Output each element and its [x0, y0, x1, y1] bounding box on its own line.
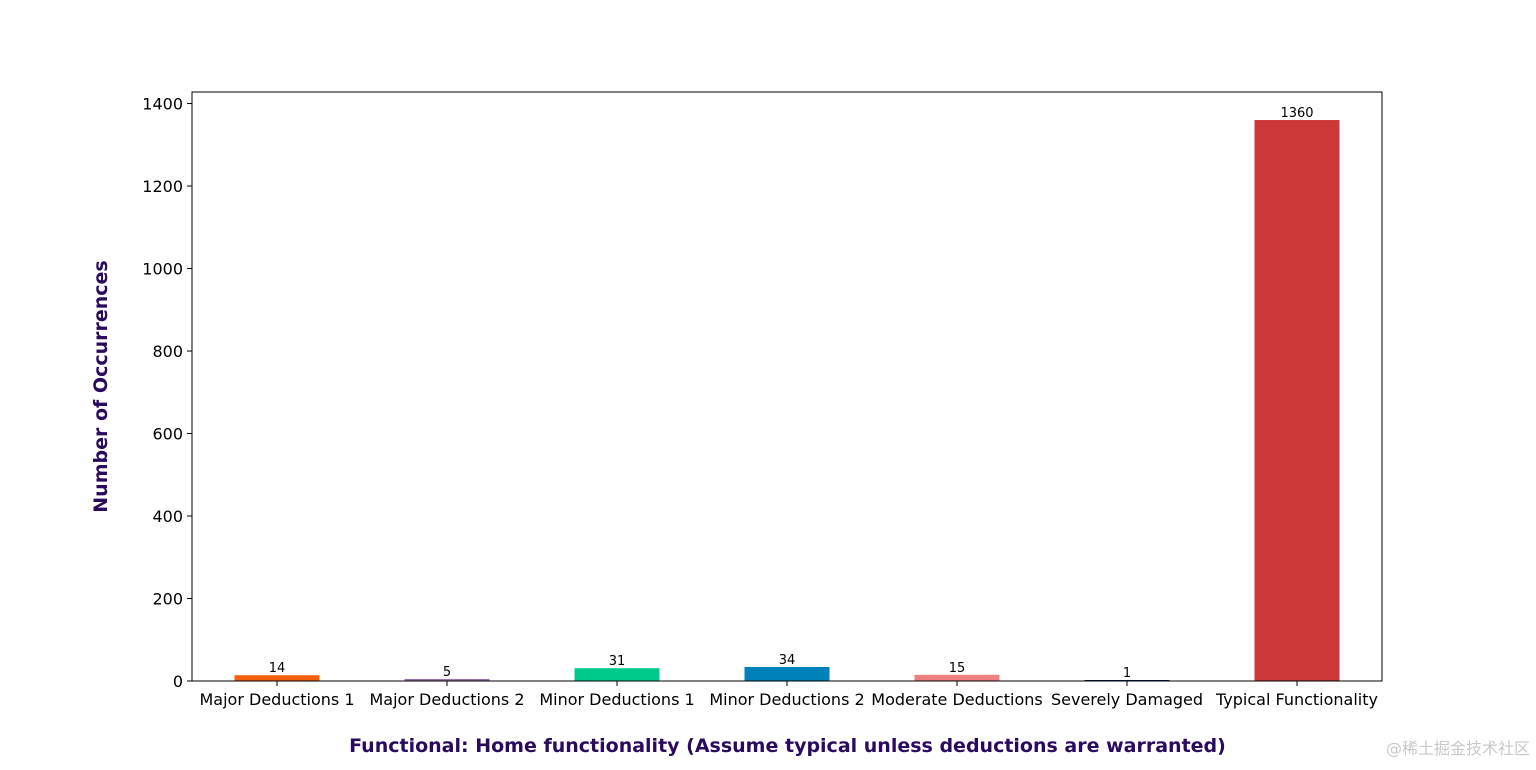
x-tick-label: Typical Functionality	[1215, 690, 1378, 709]
x-axis: Major Deductions 1 Major Deductions 2 Mino…	[199, 681, 1378, 709]
y-tick-label: 0	[173, 672, 183, 691]
bar	[404, 678, 490, 681]
x-tick-label: Severely Damaged	[1051, 690, 1203, 709]
bar-value-label: 5	[443, 665, 451, 680]
x-tick-label: Moderate Deductions	[871, 690, 1042, 709]
y-tick-label: 1200	[142, 177, 183, 196]
y-tick-label: 1400	[142, 95, 183, 114]
x-tick-label: Minor Deductions 2	[709, 690, 864, 709]
x-tick-label: Major Deductions 1	[199, 690, 354, 709]
bar	[744, 666, 830, 681]
bar	[574, 668, 660, 681]
x-tick-label: Minor Deductions 1	[539, 690, 694, 709]
bar	[914, 674, 1000, 681]
bar-value-label: 15	[949, 661, 966, 676]
x-axis-label: Functional: Home functionality (Assume t…	[349, 735, 1226, 757]
bar-value-label: 1	[1123, 666, 1131, 681]
y-tick-label: 1000	[142, 260, 183, 279]
bar-value-label: 1360	[1280, 106, 1313, 121]
bar	[1254, 120, 1340, 682]
bar	[234, 675, 320, 681]
y-tick-label: 800	[152, 342, 183, 361]
bar-value-label: 14	[269, 661, 286, 676]
bar-value-label: 34	[779, 653, 796, 668]
bar-value-label: 31	[609, 654, 626, 669]
plot-frame	[191, 91, 1383, 682]
watermark: @稀土掘金技术社区	[1385, 739, 1530, 758]
y-tick-label: 600	[152, 425, 183, 444]
y-tick-label: 400	[152, 507, 183, 526]
bar-value-labels: 14 5 31 34 15 1 1360	[269, 106, 1314, 681]
x-tick-label: Major Deductions 2	[369, 690, 524, 709]
y-axis: 0 200 400 600 800 1000 1200 1400	[142, 95, 192, 691]
y-axis-label: Number of Occurrences	[90, 260, 112, 512]
bars-group	[234, 120, 1340, 682]
y-tick-label: 200	[152, 590, 183, 609]
